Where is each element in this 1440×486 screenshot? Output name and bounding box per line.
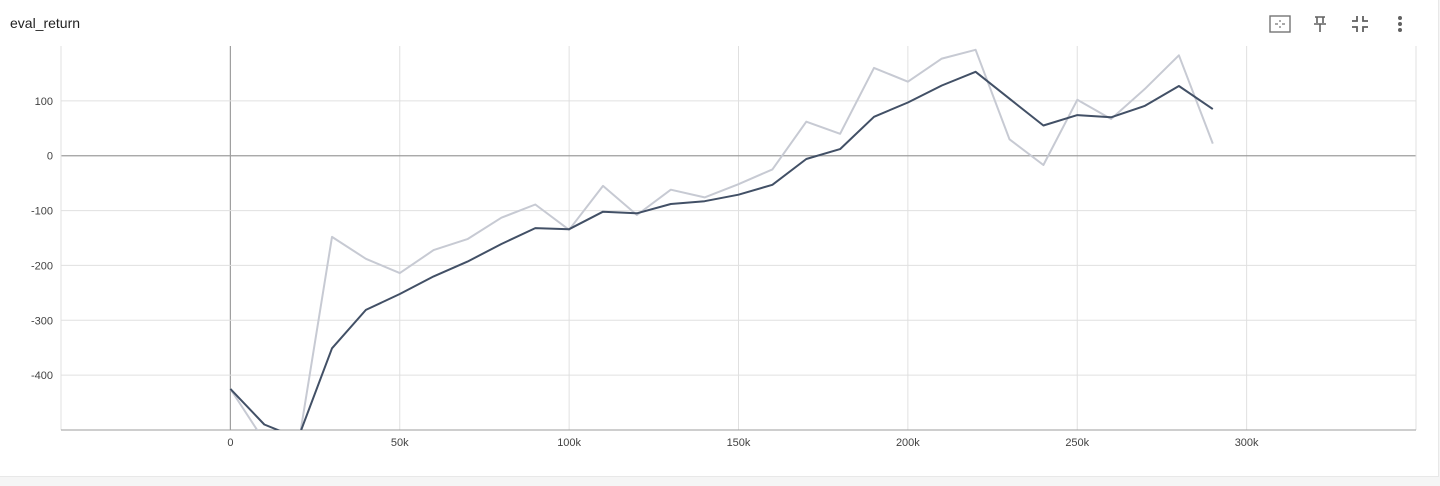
series-group (229, 48, 1214, 447)
x-tick-label: 150k (727, 437, 751, 449)
y-tick-label: 100 (35, 96, 53, 108)
collapse-button[interactable] (1340, 11, 1380, 37)
smoothed-series-line[interactable] (229, 70, 1214, 438)
collapse-icon (1352, 16, 1368, 32)
pin-button[interactable] (1300, 11, 1340, 37)
more-options-button[interactable] (1380, 11, 1420, 37)
x-tick-label: 250k (1065, 437, 1089, 449)
x-tick-label: 0 (227, 437, 233, 449)
fit-domain-button[interactable] (1260, 11, 1300, 37)
x-tick-label: 50k (391, 437, 409, 449)
y-tick-label: -100 (31, 206, 53, 218)
fit-domain-icon (1269, 15, 1291, 33)
chart-title: eval_return (10, 15, 81, 31)
x-tick-label: 200k (896, 437, 920, 449)
x-tick-label: 100k (557, 437, 581, 449)
chart-toolbar (1260, 11, 1420, 37)
pin-icon (1314, 16, 1326, 32)
y-tick-label: -300 (31, 315, 53, 327)
more-vert-icon (1398, 16, 1402, 32)
y-tick-label: 0 (47, 151, 53, 163)
y-tick-label: -200 (31, 260, 53, 272)
y-tick-label: -400 (31, 370, 53, 382)
raw-series-line[interactable] (229, 48, 1214, 447)
x-tick-label: 300k (1235, 437, 1259, 449)
line-chart[interactable]: 0 50k 100k 150k 200k 250k 300k -400 -300 -200 -100… (0, 0, 1440, 476)
